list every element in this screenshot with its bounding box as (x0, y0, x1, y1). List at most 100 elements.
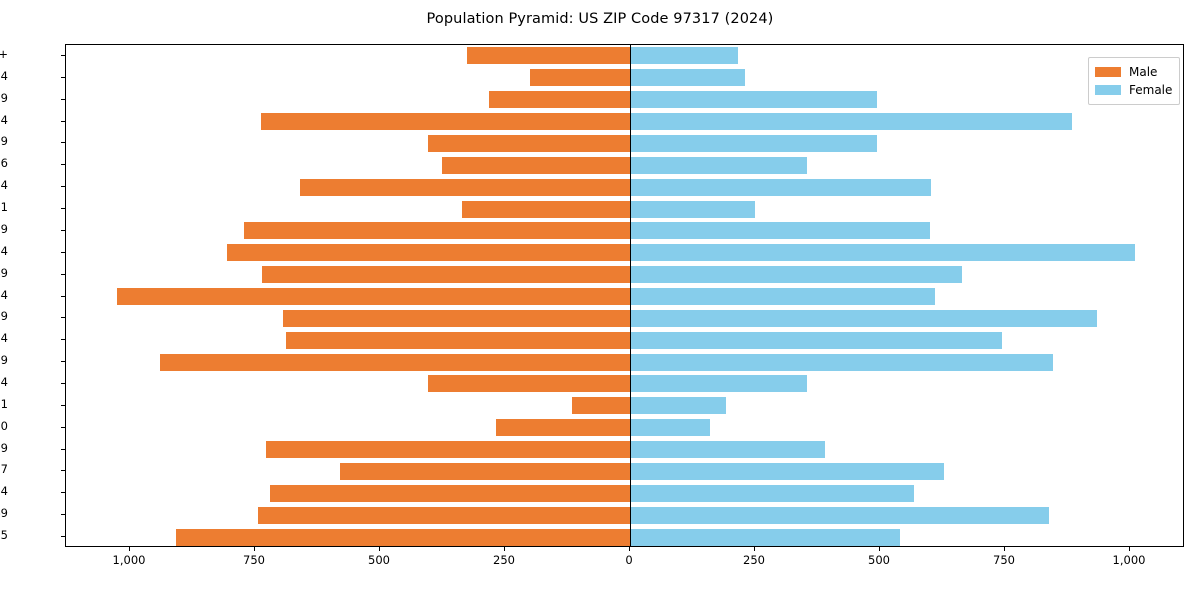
y-tick-mark-55-59 (61, 229, 65, 231)
y-tick-label-80-84: 80-84 (0, 68, 8, 83)
y-tick-mark-80-84 (61, 76, 65, 78)
chart-title: Population Pyramid: US ZIP Code 97317 (2… (426, 11, 774, 27)
y-tick-label-70-74: 70-74 (0, 112, 8, 127)
y-tick-label-21: 21 (0, 396, 8, 411)
y-tick-label-40-44: 40-44 (0, 287, 8, 302)
x-tick-mark-1 (254, 547, 255, 551)
chart-legend: Male Female (1088, 57, 1180, 105)
bar-male-67-69 (428, 134, 630, 152)
x-tick-label-3: 250 (493, 553, 515, 567)
bar-male-50-54 (227, 244, 630, 262)
bar-male-55-59 (244, 222, 630, 240)
y-tick-label-22-24: 22-24 (0, 374, 8, 389)
y-tick-mark-67-69 (61, 142, 65, 144)
y-tick-mark-65-66 (61, 164, 65, 166)
x-tick-label-2: 500 (368, 553, 390, 567)
y-tick-mark-25-29 (61, 361, 65, 363)
y-tick-label-45-49: 45-49 (0, 265, 8, 280)
x-tick-label-1: 750 (243, 553, 265, 567)
legend-swatch-female (1095, 85, 1121, 95)
x-tick-mark-3 (504, 547, 505, 551)
x-tick-label-4: 0 (625, 553, 633, 567)
bar-female-25-29 (631, 353, 1053, 371)
bar-male-20 (496, 419, 630, 437)
y-tick-mark-45-49 (61, 273, 65, 275)
legend-label-male: Male (1129, 65, 1158, 79)
x-tick-mark-7 (1004, 547, 1005, 551)
bar-female-65-66 (631, 156, 807, 174)
bar-male-60-61 (462, 200, 630, 218)
x-tick-mark-4 (629, 547, 630, 551)
y-tick-mark-70-74 (61, 120, 65, 122)
bar-male-35-39 (283, 309, 630, 327)
y-tick-label-62-64: 62-64 (0, 178, 8, 193)
y-tick-label-25-29: 25-29 (0, 353, 8, 368)
bar-male-21 (572, 397, 630, 415)
bar-male-15-17 (340, 462, 630, 480)
legend-item-male[interactable]: Male (1095, 63, 1173, 81)
bar-female-75-79 (631, 91, 877, 109)
bar-male-18-19 (266, 441, 630, 459)
y-tick-label-5-9: 5-9 (0, 506, 8, 521)
y-tick-mark-40-44 (61, 295, 65, 297)
bar-male-10-14 (270, 484, 630, 502)
bar-female-62-64 (631, 178, 931, 196)
x-tick-mark-6 (879, 547, 880, 551)
y-tick-mark-Under 5 (61, 536, 65, 538)
bar-female-22-24 (631, 375, 807, 393)
bar-female-Under 5 (631, 528, 900, 546)
x-tick-mark-5 (754, 547, 755, 551)
bar-female-55-59 (631, 222, 930, 240)
y-tick-mark-18-19 (61, 448, 65, 450)
x-tick-mark-0 (129, 547, 130, 551)
bar-female-21 (631, 397, 726, 415)
y-tick-mark-62-64 (61, 186, 65, 188)
bar-female-70-74 (631, 113, 1072, 131)
y-tick-label-55-59: 55-59 (0, 221, 8, 236)
y-tick-mark-15-17 (61, 470, 65, 472)
y-tick-mark-5-9 (61, 514, 65, 516)
y-tick-label-60-61: 60-61 (0, 200, 8, 215)
bar-female-60-61 (631, 200, 755, 218)
y-tick-label-65-66: 65-66 (0, 156, 8, 171)
y-tick-label-50-54: 50-54 (0, 243, 8, 258)
y-tick-mark-50-54 (61, 251, 65, 253)
bar-male-85+ (467, 47, 630, 65)
bar-female-80-84 (631, 69, 745, 87)
y-tick-label-10-14: 10-14 (0, 484, 8, 499)
bar-male-40-44 (117, 288, 630, 305)
y-tick-mark-75-79 (61, 98, 65, 100)
bar-female-45-49 (631, 266, 962, 284)
legend-swatch-male (1095, 67, 1121, 77)
bar-male-75-79 (489, 91, 630, 109)
y-tick-mark-35-39 (61, 317, 65, 319)
y-tick-label-85+: 85+ (0, 46, 8, 61)
y-tick-label-Under 5: Under 5 (0, 528, 8, 543)
x-tick-mark-2 (379, 547, 380, 551)
bar-female-10-14 (631, 484, 914, 502)
x-tick-label-5: 250 (743, 553, 765, 567)
bar-male-65-66 (442, 156, 630, 174)
bar-female-30-34 (631, 331, 1002, 349)
bar-male-70-74 (261, 113, 630, 131)
bar-male-25-29 (160, 353, 630, 371)
y-tick-label-18-19: 18-19 (0, 440, 8, 455)
bar-female-35-39 (631, 309, 1097, 327)
y-tick-mark-60-61 (61, 208, 65, 210)
x-tick-label-6: 500 (868, 553, 890, 567)
bar-female-20 (631, 419, 710, 437)
bar-female-15-17 (631, 462, 944, 480)
bar-male-Under 5 (176, 528, 630, 546)
x-tick-mark-8 (1129, 547, 1130, 551)
bar-male-5-9 (258, 506, 630, 524)
y-tick-mark-85+ (61, 54, 65, 56)
legend-item-female[interactable]: Female (1095, 81, 1173, 99)
x-tick-label-0: 1,000 (112, 553, 146, 567)
y-tick-label-15-17: 15-17 (0, 462, 8, 477)
bar-male-80-84 (530, 69, 630, 87)
bar-male-45-49 (262, 266, 630, 284)
bar-female-18-19 (631, 441, 825, 459)
y-tick-mark-10-14 (61, 492, 65, 494)
y-tick-label-30-34: 30-34 (0, 331, 8, 346)
bar-female-67-69 (631, 134, 877, 152)
